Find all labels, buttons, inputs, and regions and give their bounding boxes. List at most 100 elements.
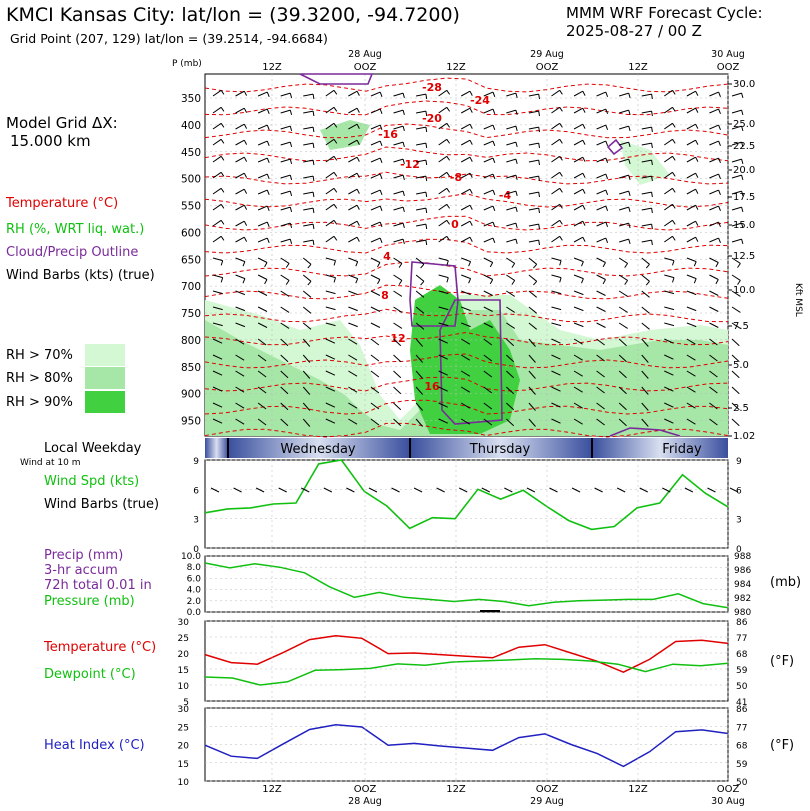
wind-barb-flag: [469, 156, 473, 162]
wind-barb: [393, 338, 402, 347]
wind-barb: [483, 257, 493, 263]
wind-barb: [596, 257, 606, 263]
pressure-tick-label: 800: [181, 335, 201, 347]
wind-barb: [348, 188, 358, 195]
heat-tick-right: 50: [736, 778, 748, 788]
surface-wind-barb: [255, 487, 265, 493]
wind-barb: [506, 306, 515, 313]
wind-barb-flag: [718, 124, 721, 130]
wind-barb: [393, 190, 404, 195]
wind-barb: [686, 322, 697, 328]
wind-barb: [573, 156, 584, 163]
local-weekday-label: Local Weekday: [44, 441, 142, 456]
wind-at-10m-label: Wind at 10 m: [20, 458, 81, 468]
wind-barb: [483, 157, 494, 163]
wind-barb-flag: [243, 123, 248, 129]
wind-barb: [573, 204, 584, 211]
wind-barb: [325, 354, 336, 360]
wind-speed-label: Wind Spd (kts): [44, 474, 140, 489]
page-title: KMCI Kansas City: lat/lon = (39.3200, -9…: [6, 4, 460, 26]
temp-tick-left: 10: [178, 682, 190, 692]
wind-barb: [641, 175, 652, 179]
pressure-tick-label: 350: [181, 93, 201, 105]
wind-barb-flag: [402, 222, 405, 229]
wind-barb-flag: [538, 224, 540, 230]
wind-barb-flag: [243, 156, 248, 162]
wind-barb: [438, 370, 448, 376]
wind-barb-flag: [402, 158, 405, 165]
wind-barb-flag: [741, 222, 744, 229]
wind-barb: [325, 89, 335, 97]
wind-barb: [528, 110, 539, 114]
wind-barb-flag: [266, 140, 270, 146]
wind-barb: [303, 159, 314, 163]
wind-barb: [573, 257, 584, 263]
wind-barb: [438, 235, 448, 243]
dewpoint-line: [204, 658, 729, 686]
isotherm-line: [204, 77, 729, 93]
wind-barb: [664, 306, 675, 311]
wind-barb-flag: [533, 280, 538, 286]
wind-barb-flag: [289, 222, 293, 229]
pressure-tick-label: 550: [181, 201, 201, 213]
wind-barb-flag: [695, 188, 699, 194]
wind-barb-flag: [402, 190, 405, 197]
wind-barb: [641, 418, 649, 427]
wind-barb-flag: [538, 111, 540, 117]
wind-barb: [686, 139, 696, 146]
wind-barb: [528, 402, 536, 411]
wind-barb: [573, 188, 584, 195]
surface-wind-barb: [458, 487, 468, 493]
heat-tick-left: 20: [178, 742, 190, 752]
wind-barb-flag: [379, 205, 383, 211]
wind-barb-flag: [333, 204, 338, 209]
wind-barb: [596, 306, 606, 312]
wind-barb: [664, 257, 675, 262]
wind-barb: [709, 108, 719, 114]
wind-barb: [506, 238, 517, 243]
wind-barb: [664, 322, 675, 327]
wind-barb-flag: [628, 206, 631, 213]
wind-barb: [641, 354, 649, 363]
wind-barb-flag: [333, 220, 338, 225]
model-grid-value: 15.000 km: [10, 132, 91, 150]
wind-barb-flag: [582, 220, 586, 226]
wind-barb: [257, 221, 268, 227]
wind-barb: [506, 290, 515, 297]
wind-barb: [370, 124, 381, 130]
rh-shade-3: [320, 120, 370, 150]
wind-barb-flag: [559, 90, 563, 95]
wind-barb: [641, 142, 652, 146]
wind-barb-flag: [312, 176, 315, 182]
wind-barb-flag: [695, 220, 699, 226]
wind-barb: [302, 418, 311, 427]
wind-barb: [460, 236, 471, 243]
pressure-label: Pressure (mb): [44, 594, 135, 609]
wind-barb: [528, 386, 536, 395]
wind-barb-flag: [718, 157, 721, 163]
rh-shade-2: [410, 285, 520, 434]
wind-barb: [551, 370, 561, 376]
wind-barb: [393, 222, 404, 227]
wind-barb-flag: [624, 263, 629, 268]
wind-barb-flag: [242, 261, 246, 267]
wind-barb-flag: [718, 173, 721, 179]
wind-barb: [664, 418, 674, 424]
wind-barb: [528, 274, 538, 282]
temperature-line: [204, 634, 729, 674]
wind-barb-flag: [379, 124, 383, 130]
wind-barb-flag: [243, 90, 248, 96]
wind-barb-flag: [651, 208, 653, 214]
wind-barb: [235, 338, 245, 345]
wind-barb: [483, 205, 494, 211]
wind-barb-flag: [492, 173, 496, 179]
wind-barb: [596, 237, 606, 243]
wind-barb: [596, 124, 606, 130]
wind-barb: [551, 402, 561, 408]
pressure-tick-label: 450: [181, 147, 201, 159]
heat-tick-left: 15: [178, 760, 189, 770]
wind-barb: [664, 274, 675, 279]
wind-barb: [280, 370, 289, 379]
wind-barb-flag: [243, 172, 248, 178]
wind-barb: [506, 92, 517, 97]
